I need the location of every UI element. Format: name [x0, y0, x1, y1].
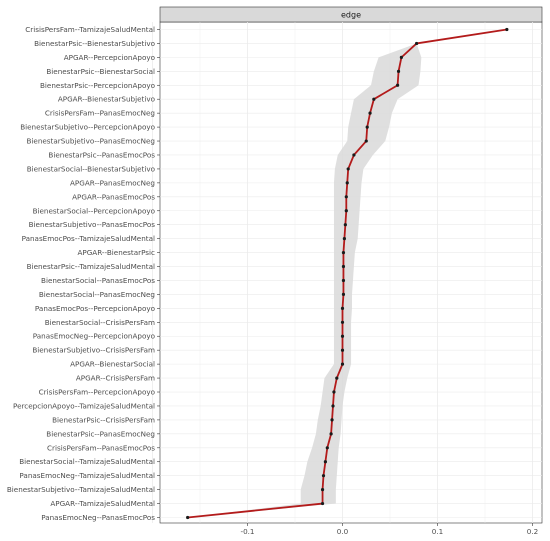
y-tick-label-12: APGAR--PanasEmocPos	[72, 192, 155, 201]
y-tick-label-15: PanasEmocPos--TamizajeSaludMental	[22, 234, 155, 243]
data-point-31	[323, 460, 327, 464]
data-point-9	[352, 153, 356, 157]
data-point-11	[345, 181, 349, 185]
y-tick-label-26: CrisisPersFam--PercepcionApoyo	[39, 388, 155, 397]
y-tick-label-18: BienestarSocial--PanasEmocPos	[41, 276, 155, 285]
y-tick-label-13: BienestarSocial--PercepcionApoyo	[33, 206, 155, 215]
y-tick-label-3: BienestarPsic--BienestarSocial	[46, 67, 155, 76]
y-tick-label-30: CrisisPersFam--PanasEmocPos	[47, 443, 155, 452]
x-tick-label-3: 0.1	[432, 527, 443, 536]
data-point-33	[320, 488, 325, 492]
y-tick-label-0: CrisisPersFam--TamizajeSaludMental	[25, 25, 155, 34]
facet-strip	[159, 6, 543, 23]
x-tick-label-2: 0.0	[337, 527, 349, 536]
data-point-21	[340, 320, 345, 324]
y-axis-labels: CrisisPersFam--TamizajeSaludMental Bienes…	[7, 25, 160, 522]
y-tick-label-19: BienestarSocial--PanasEmocNeg	[39, 290, 155, 299]
data-point-19	[341, 292, 346, 297]
data-point-8	[364, 139, 368, 143]
y-tick-label-28: BienestarPsic--CrisisPersFam	[52, 415, 155, 424]
y-tick-label-32: PanasEmocNeg--TamizajeSaludMental	[19, 471, 155, 480]
data-point-27	[331, 404, 335, 408]
y-tick-label-1: BienestarPsic--BienestarSubjetivo	[34, 39, 155, 48]
data-point-25	[335, 376, 339, 380]
y-tick-label-16: APGAR--BienestarPsic	[77, 248, 155, 257]
x-axis-labels: -0.1 0.0 0.1 0.2	[240, 523, 538, 536]
y-tick-label-4: BienestarPsic--PercepcionApoyo	[40, 81, 155, 90]
y-tick-label-35: PanasEmocNeg--PanasEmocPos	[41, 513, 155, 522]
y-tick-label-22: PanasEmocNeg--PercepcionApoyo	[33, 332, 155, 341]
y-tick-label-9: BienestarPsic--PanasEmocPos	[48, 150, 155, 159]
y-tick-label-34: APGAR--TamizajeSaludMental	[50, 499, 155, 508]
confidence-ribbon	[187, 29, 507, 518]
data-point-18	[341, 278, 346, 283]
y-tick-label-25: APGAR--CrisisPersFam	[76, 374, 155, 383]
y-tick-label-31: BienestarSocial--TamizajeSaludMental	[19, 457, 155, 466]
y-tick-label-5: APGAR--BienestarSubjetivo	[58, 95, 155, 104]
y-tick-label-11: APGAR--PanasEmocNeg	[70, 178, 155, 187]
y-tick-label-2: APGAR--PercepcionApoyo	[64, 53, 155, 62]
data-point-1	[415, 41, 419, 46]
data-point-14	[343, 223, 347, 227]
data-point-30	[325, 446, 329, 450]
data-point-26	[332, 390, 336, 394]
data-point-12	[344, 195, 348, 199]
facet-strip-label: edge	[341, 11, 361, 20]
data-point-34	[320, 501, 325, 506]
data-point-4	[396, 83, 400, 87]
y-tick-label-24: APGAR--BienestarSocial	[70, 360, 155, 369]
data-point-3	[396, 69, 401, 73]
y-tick-label-6: CrisisPersFam--PanasEmocNeg	[45, 109, 155, 118]
data-point-17	[341, 264, 346, 269]
y-tick-label-33: BienestarSubjetivo--TamizajeSaludMental	[7, 485, 155, 494]
data-point-20	[340, 306, 345, 310]
edge-line	[187, 28, 507, 519]
ribbon-area	[187, 29, 507, 518]
y-tick-label-7: BienestarSubjetivo--PercepcionApoyo	[20, 123, 155, 132]
data-point-29	[329, 432, 333, 436]
y-tick-label-17: BienestarPsic--TamizajeSaludMental	[27, 262, 155, 271]
y-tick-label-23: BienestarSubjetivo--CrisisPersFam	[32, 346, 155, 355]
x-tick-label-1: -0.1	[240, 527, 254, 536]
y-tick-label-21: BienestarSocial--CrisisPersFam	[45, 318, 155, 327]
y-tick-label-20: PanasEmocPos--PercepcionApoyo	[35, 304, 155, 313]
data-point-35	[186, 515, 190, 520]
data-point-28	[330, 418, 334, 422]
y-tick-label-29: BienestarPsic--PanasEmocNeg	[46, 429, 155, 438]
edge-points	[186, 27, 509, 520]
y-tick-label-27: PercepcionApoyo--TamizajeSaludMental	[13, 401, 155, 410]
data-point-10	[346, 167, 350, 171]
data-point-32	[321, 474, 326, 478]
y-tick-label-14: BienestarSubjetivo--PanasEmocPos	[29, 220, 156, 229]
data-point-15	[342, 237, 346, 241]
data-point-13	[344, 209, 348, 213]
data-point-6	[368, 111, 372, 115]
data-point-24	[340, 362, 345, 366]
data-point-22	[340, 334, 345, 338]
x-tick-label-4: 0.2	[527, 527, 538, 536]
data-point-23	[340, 348, 345, 352]
data-point-5	[372, 97, 376, 101]
data-point-16	[341, 250, 346, 255]
y-tick-label-8: BienestarSubjetivo--PanasEmocNeg	[26, 137, 155, 146]
series-line	[187, 28, 507, 519]
data-point-7	[365, 125, 369, 129]
data-point-0	[505, 27, 509, 32]
data-point-2	[399, 55, 403, 59]
y-tick-label-10: BienestarSocial--BienestarSubjetivo	[27, 164, 155, 173]
